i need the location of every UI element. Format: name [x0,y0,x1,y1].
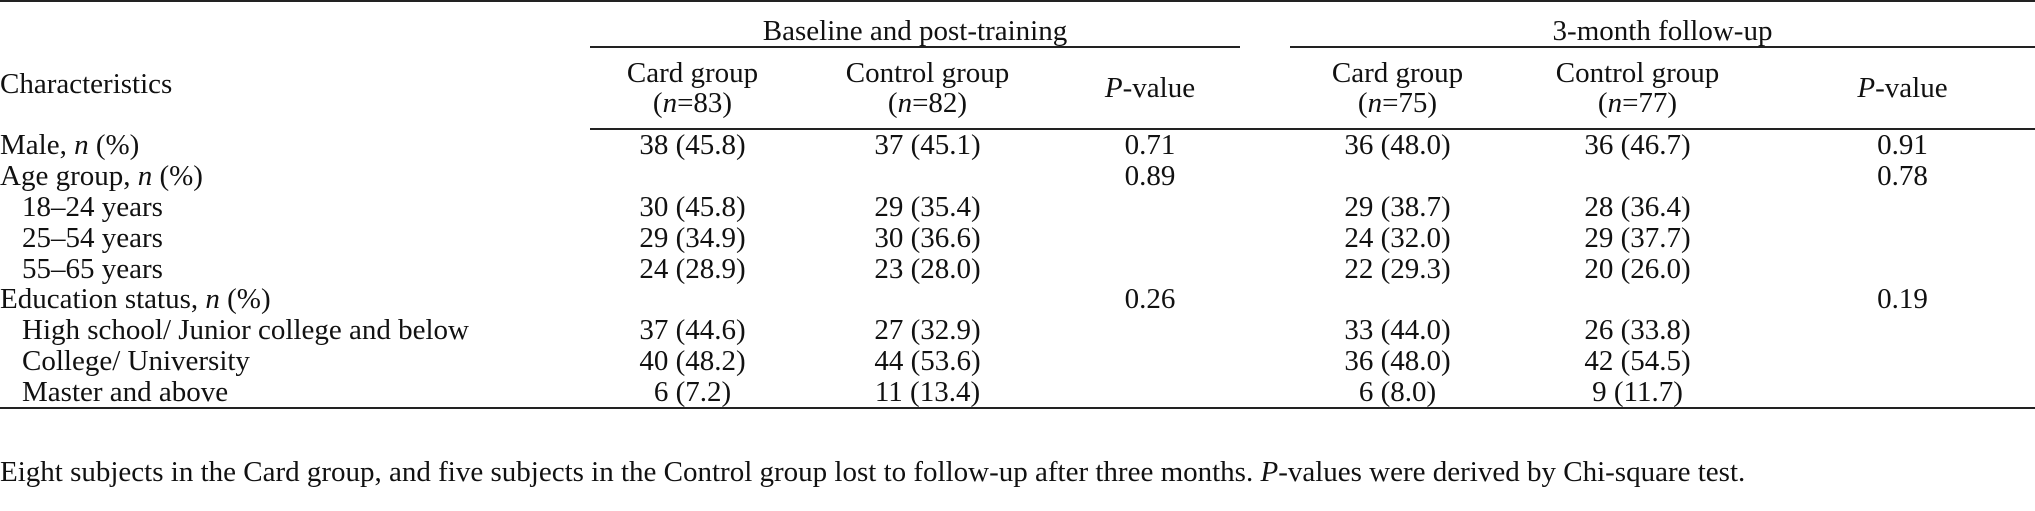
baseline-control-value [795,284,1060,315]
spacer [1240,284,1290,315]
followup-control-value: 20 (26.0) [1584,252,1691,285]
characteristics-header: Characteristics [0,67,173,100]
baseline-control-header: Control group (n=82) [795,47,1060,130]
baseline-control-value: 30 (36.6) [874,221,981,254]
spacer [1240,376,1290,410]
followup-control-header: Control group (n=77) [1505,47,1770,130]
spacer [1240,192,1290,223]
row-label: College/ University [22,344,250,377]
followup-control-value: 26 (33.8) [1584,314,1691,347]
spacer [1240,161,1290,192]
baseline-p-value [1060,222,1240,253]
baseline-control-value: 11 (13.4) [795,376,1060,410]
baseline-p-value: 0.71 [1124,129,1176,162]
row-label: 18–24 years [22,190,163,223]
table-row: Male, n (%) 38 (45.8) 37 (45.1) 0.71 36 (48.… [0,129,2035,161]
followup-control-value: 36 (46.7) [1584,129,1691,162]
baseline-p-value [1060,315,1240,346]
spacer [1240,346,1290,377]
followup-p-value [1770,253,2035,284]
table-row: Master and above 6 (7.2) 11 (13.4) 6 (8.0) 9… [0,376,2035,410]
baseline-card-header: Card group (n=83) [590,47,795,130]
spacer [1240,253,1290,284]
baseline-control-value: 27 (32.9) [874,314,981,347]
row-label: 55–65 years [22,252,163,285]
table-row: Age group, n (%) 0.89 0.78 [0,161,2035,192]
followup-p-value: 0.78 [1877,160,1928,193]
table-row: 55–65 years 24 (28.9) 23 (28.0) 22 (29.3) 20… [0,253,2035,284]
row-label: 25–54 years [22,221,163,254]
followup-card-value [1290,161,1505,192]
baseline-control-value: 23 (28.0) [874,252,981,285]
row-label: Education status, n (%) [0,283,271,316]
row-label: Age group, n (%) [0,160,203,193]
baseline-p-value [1060,253,1240,284]
followup-card-value: 29 (38.7) [1344,190,1451,223]
table-row: High school/ Junior college and below 37 … [0,315,2035,346]
baseline-card-value [590,284,795,315]
followup-card-value: 22 (29.3) [1344,252,1451,285]
baseline-card-value: 6 (7.2) [590,376,795,410]
baseline-card-value: 38 (45.8) [639,129,746,162]
followup-control-value: 9 (11.7) [1505,376,1770,410]
followup-card-value: 36 (48.0) [1344,344,1451,377]
baseline-card-value: 37 (44.6) [639,314,746,347]
baseline-control-value: 29 (35.4) [874,190,981,223]
baseline-card-value [590,161,795,192]
followup-p-value: 0.91 [1877,129,1928,162]
baseline-control-value: 44 (53.6) [874,344,981,377]
followup-control-value: 42 (54.5) [1584,344,1691,377]
followup-card-value: 36 (48.0) [1344,129,1451,162]
followup-control-value [1505,161,1770,192]
followup-p-value [1770,192,2035,223]
followup-control-value: 29 (37.7) [1584,221,1691,254]
table-row: 18–24 years 30 (45.8) 29 (35.4) 29 (38.7) 28… [0,192,2035,223]
table-footnote: Eight subjects in the Card group, and fi… [0,456,1746,488]
table-row: College/ University 40 (48.2) 44 (53.6) 36 … [0,346,2035,377]
followup-card-value: 6 (8.0) [1290,376,1505,410]
spacer [1240,315,1290,346]
baseline-p-value [1060,192,1240,223]
baseline-control-value [795,161,1060,192]
row-label: High school/ Junior college and below [22,314,469,347]
baseline-card-value: 40 (48.2) [639,344,746,377]
baseline-p-value [1060,346,1240,377]
spacer [1240,222,1290,253]
followup-p-value [1770,222,2035,253]
baseline-p-header: P-value [1060,47,1240,130]
followup-card-header: Card group (n=75) [1290,47,1505,130]
followup-card-value: 33 (44.0) [1344,314,1451,347]
table-row: Education status, n (%) 0.26 0.19 [0,284,2035,315]
followup-p-header: P-value [1770,47,2035,130]
followup-p-value: 0.19 [1877,283,1928,316]
baseline-p-value [1060,376,1240,410]
baseline-p-value: 0.26 [1124,283,1176,316]
followup-control-value: 28 (36.4) [1584,190,1691,223]
baseline-card-value: 30 (45.8) [639,190,746,223]
table-row: 25–54 years 29 (34.9) 30 (36.6) 24 (32.0) 29… [0,222,2035,253]
spacer [1240,129,1290,161]
baseline-card-value: 24 (28.9) [639,252,746,285]
followup-p-value [1770,315,2035,346]
followup-p-value [1770,346,2035,377]
baseline-group-header: Baseline and post-training [590,2,1240,48]
table-body: Male, n (%) 38 (45.8) 37 (45.1) 0.71 36 (48.… [0,129,2035,410]
followup-p-value [1770,376,2035,410]
followup-card-value [1290,284,1505,315]
baseline-control-value: 37 (45.1) [874,129,981,162]
followup-card-value: 24 (32.0) [1344,221,1451,254]
characteristics-table: Characteristics Baseline and post-traini… [0,0,2035,410]
row-label: Male, n (%) [0,128,140,161]
followup-group-header: 3-month follow-up [1290,2,2035,48]
baseline-p-value: 0.89 [1124,160,1176,193]
followup-control-value [1505,284,1770,315]
row-label: Master and above [0,376,590,410]
baseline-card-value: 29 (34.9) [639,221,746,254]
